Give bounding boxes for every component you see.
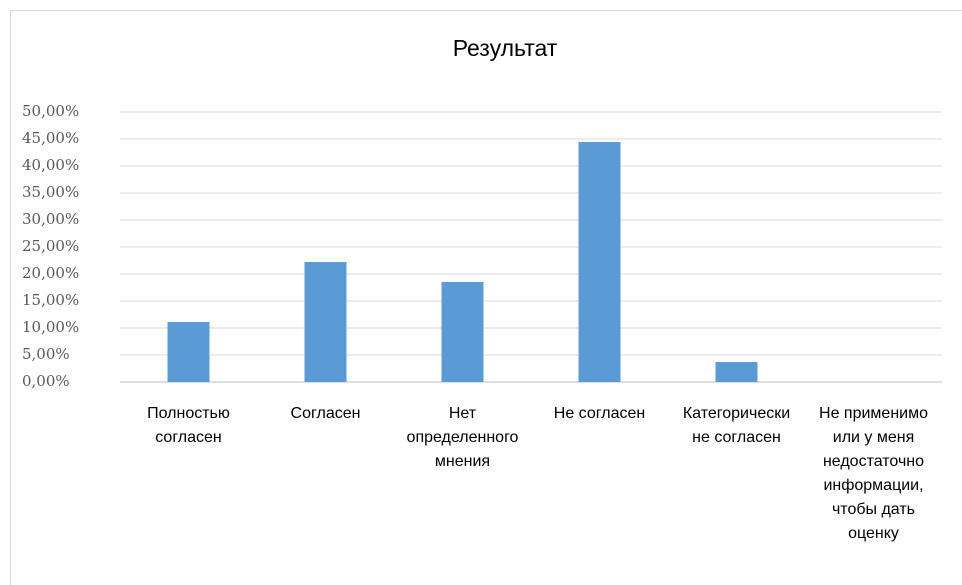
y-tick-label: 25,00% xyxy=(22,237,79,255)
y-tick-label: 5,00% xyxy=(22,345,70,363)
y-tick-label: 10,00% xyxy=(22,318,79,336)
y-tick-label: 40,00% xyxy=(22,156,79,174)
bar xyxy=(578,142,621,382)
x-tick-label: Категорически не согласен xyxy=(682,405,791,446)
x-tick-label: Нет определенного мнения xyxy=(406,405,519,470)
bar xyxy=(167,322,210,382)
chart-border xyxy=(10,10,962,585)
x-tick-label: Не применимо или у меня недостаточно инф… xyxy=(819,405,928,542)
y-tick-label: 50,00% xyxy=(22,102,79,120)
x-tick-label: Полностью согласен xyxy=(147,405,230,446)
bar xyxy=(715,362,758,382)
bar xyxy=(441,281,484,382)
y-tick-label: 20,00% xyxy=(22,264,79,282)
y-tick-label: 45,00% xyxy=(22,129,79,147)
y-tick-label: 15,00% xyxy=(22,291,79,309)
chart-title: Результат xyxy=(453,35,558,61)
y-tick-label: 35,00% xyxy=(22,183,79,201)
y-tick-label: 30,00% xyxy=(22,210,79,228)
y-tick-label: 0,00% xyxy=(22,372,70,390)
bar xyxy=(304,262,347,382)
x-tick-label: Согласен xyxy=(290,405,361,422)
x-tick-label: Не согласен xyxy=(553,405,646,422)
